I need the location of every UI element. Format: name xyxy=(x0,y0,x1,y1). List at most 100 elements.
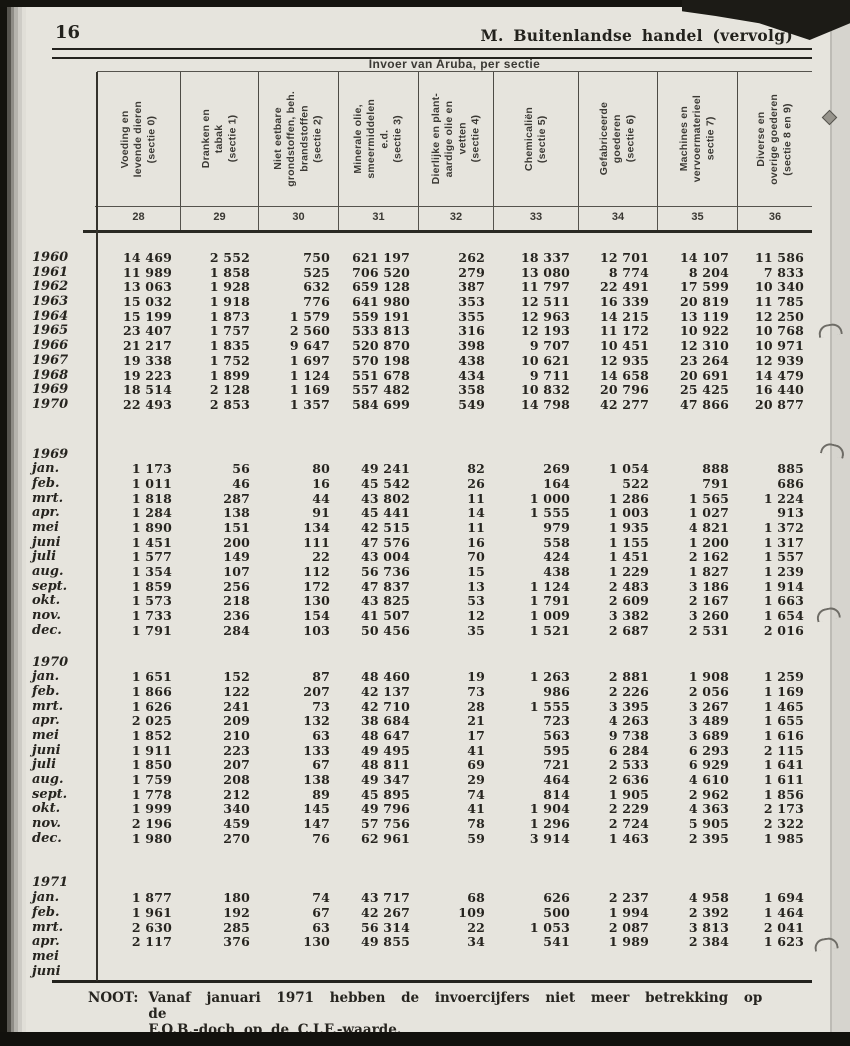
data-cell: 551 678 xyxy=(352,367,410,383)
data-cell: 13 119 xyxy=(679,308,729,324)
data-cell: 63 xyxy=(312,919,330,935)
column-header-label: Gefabriceerde goederen (sectie 6) xyxy=(598,102,637,176)
column-header: Voeding en levende dieren (sectie 0) xyxy=(97,72,180,206)
data-cell: 1 053 xyxy=(529,919,570,935)
data-cell xyxy=(657,875,737,890)
data-cell: 7 833 xyxy=(763,264,804,280)
column-header: Machines en vervoermaterieel sectie 7) xyxy=(657,72,737,206)
data-cell: 76 xyxy=(312,830,330,846)
data-cell: 49 241 xyxy=(360,461,410,477)
data-cell: 18 337 xyxy=(520,250,570,265)
data-cell: 2 162 xyxy=(688,549,729,565)
data-cell: 10 340 xyxy=(754,279,804,295)
row-label: mei xyxy=(32,520,59,535)
table-row: mrt. 1 626 241 73 42 710 28 1 555 3 395 3 267 1 4… xyxy=(30,699,812,714)
data-cell: 1 918 xyxy=(209,294,250,310)
table-row: mrt. 1 818 287 44 43 802 11 1 000 1 286 1 565 1 2… xyxy=(30,491,812,506)
data-cell: 11 xyxy=(467,490,485,506)
data-cell: 80 xyxy=(312,461,330,477)
table-row: 1969 18 514 2 128 1 169 557 482 358 10 832 20 7… xyxy=(30,382,812,397)
data-cell: 626 xyxy=(543,890,570,906)
row-label: jan. xyxy=(32,669,60,685)
table-row: apr. 2 117 376 130 49 855 34 541 1 989 2 384 1 62… xyxy=(30,934,812,949)
table-row: juni 1 911 223 133 49 495 41 595 6 284 6 293 2 11… xyxy=(30,743,812,758)
data-cell: 15 xyxy=(467,564,485,580)
table-row: sept. 1 859 256 172 47 837 13 1 124 2 483 3 186 1… xyxy=(30,579,812,594)
data-cell: 3 260 xyxy=(688,608,729,624)
data-cell: 107 xyxy=(223,564,250,580)
data-cell: 706 520 xyxy=(352,264,410,280)
data-cell: 50 456 xyxy=(360,622,410,638)
row-label: apr. xyxy=(32,934,60,950)
data-cell: 1 626 xyxy=(131,698,172,714)
data-cell: 1 835 xyxy=(209,338,250,354)
row-label: dec. xyxy=(32,622,62,638)
data-cell: 1 573 xyxy=(131,593,172,609)
data-cell: 241 xyxy=(223,698,250,714)
data-cell: 1 852 xyxy=(131,727,172,743)
data-cell: 109 xyxy=(458,904,485,920)
data-cell: 57 756 xyxy=(360,816,410,832)
data-cell: 2 128 xyxy=(209,382,250,398)
table-head-rule xyxy=(83,230,812,233)
row-label: nov. xyxy=(32,608,61,624)
data-cell: 10 832 xyxy=(520,382,570,398)
data-cell: 89 xyxy=(312,786,330,802)
caption-underline xyxy=(97,71,812,72)
data-cell: 49 855 xyxy=(360,934,410,950)
data-cell: 641 980 xyxy=(352,294,410,310)
data-cell: 67 xyxy=(312,757,330,773)
data-cell: 1 372 xyxy=(763,520,804,535)
data-cell: 2 853 xyxy=(209,396,250,412)
data-cell: 1 169 xyxy=(763,683,804,699)
data-cell: 42 515 xyxy=(360,520,410,535)
row-label: jan. xyxy=(32,890,60,906)
data-cell: 112 xyxy=(303,564,330,580)
data-cell: 558 xyxy=(543,534,570,550)
data-cell: 1 697 xyxy=(289,352,330,368)
data-cell: 59 xyxy=(467,830,485,846)
data-cell: 1 985 xyxy=(763,830,804,846)
table-row: 1966 21 217 1 835 9 647 520 870 398 9 707 10 45… xyxy=(30,338,812,353)
data-cell: 1 577 xyxy=(131,549,172,565)
column-number: 29 xyxy=(180,207,258,230)
data-cell: 103 xyxy=(303,622,330,638)
row-label: 1969 xyxy=(32,382,69,398)
data-cell: 12 963 xyxy=(520,308,570,324)
column-number: 35 xyxy=(657,207,737,230)
section-year-label: 1969 xyxy=(32,446,69,462)
data-cell: 73 xyxy=(312,698,330,714)
data-cell: 42 710 xyxy=(360,698,410,714)
data-cell: 78 xyxy=(467,816,485,832)
data-cell: 438 xyxy=(543,564,570,580)
data-cell: 358 xyxy=(458,382,485,398)
data-cell: 22 xyxy=(312,549,330,565)
data-cell: 69 xyxy=(467,757,485,773)
data-cell: 2 173 xyxy=(763,801,804,817)
data-cell: 41 xyxy=(467,742,485,758)
column-number: 34 xyxy=(578,207,657,230)
data-cell: 262 xyxy=(458,250,485,265)
table-row: aug. 1 759 208 138 49 347 29 464 2 636 4 610 1 61… xyxy=(30,772,812,787)
data-cell: 1 908 xyxy=(688,669,729,685)
data-cell: 15 032 xyxy=(122,294,172,310)
data-cell: 91 xyxy=(312,505,330,521)
data-cell: 340 xyxy=(223,801,250,817)
row-label: dec. xyxy=(32,830,62,846)
data-cell: 63 xyxy=(312,727,330,743)
data-cell xyxy=(657,447,737,462)
table-row: dec. 1 980 270 76 62 961 59 3 914 1 463 2 395 1 9… xyxy=(30,831,812,846)
data-cell: 279 xyxy=(458,264,485,280)
data-cell: 541 xyxy=(543,934,570,950)
data-cell: 2 881 xyxy=(608,669,649,685)
data-cell: 20 796 xyxy=(599,382,649,398)
column-header: Niet eetbare grondstoffen, beh. brandsto… xyxy=(258,72,338,206)
data-cell: 559 191 xyxy=(352,308,410,324)
data-cell: 563 xyxy=(543,727,570,743)
column-header: Minerale olie, smeermiddelen e.d. (secti… xyxy=(338,72,418,206)
table-row: 1961 11 989 1 858 525 706 520 279 13 080 8 774 8… xyxy=(30,265,812,280)
row-label: feb. xyxy=(32,683,60,699)
data-cell: 23 264 xyxy=(679,352,729,368)
row-label: 1964 xyxy=(32,308,69,324)
